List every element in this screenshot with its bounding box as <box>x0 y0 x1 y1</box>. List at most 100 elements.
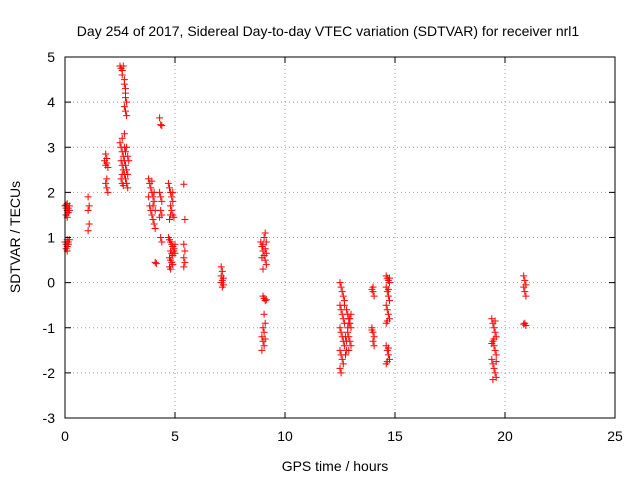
y-tick-label: -3 <box>43 410 56 426</box>
data-point <box>340 342 348 350</box>
data-point <box>338 288 346 296</box>
data-point <box>119 182 127 190</box>
data-point <box>337 328 345 336</box>
data-point <box>369 283 377 291</box>
data-point <box>260 342 268 350</box>
data-point <box>347 310 355 318</box>
data-point <box>62 201 70 209</box>
data-point <box>102 179 110 187</box>
data-point <box>149 215 157 223</box>
data-point <box>150 220 158 228</box>
x-tick-label: 5 <box>171 428 179 444</box>
data-point <box>180 254 188 262</box>
data-point <box>157 193 165 201</box>
data-points <box>61 62 530 384</box>
data-point <box>84 206 92 214</box>
data-point <box>383 358 391 366</box>
data-point <box>118 134 126 142</box>
data-point <box>145 193 153 201</box>
data-point <box>370 292 378 300</box>
data-point <box>180 240 188 248</box>
data-point <box>167 202 175 210</box>
data-point <box>168 193 176 201</box>
y-tick-label: 1 <box>47 230 55 246</box>
data-point <box>261 229 269 237</box>
data-point <box>171 240 179 248</box>
data-point <box>157 206 165 214</box>
data-point <box>488 340 496 348</box>
data-point <box>157 234 165 241</box>
data-point <box>344 324 352 332</box>
data-point <box>122 148 129 156</box>
y-tick-label: 4 <box>47 94 55 110</box>
data-point <box>169 197 177 205</box>
data-point <box>156 114 164 122</box>
data-point <box>386 297 393 305</box>
data-point <box>122 107 129 115</box>
data-point <box>104 164 112 172</box>
data-point <box>260 310 268 318</box>
data-point <box>491 328 499 336</box>
data-point <box>102 150 110 158</box>
data-point <box>104 188 112 196</box>
data-point <box>64 240 72 248</box>
data-point <box>259 265 267 273</box>
data-point <box>158 238 166 246</box>
data-point <box>370 333 378 341</box>
data-point <box>384 285 392 293</box>
data-point <box>218 283 226 291</box>
data-point <box>345 346 353 354</box>
data-point <box>158 122 166 130</box>
data-point <box>151 224 159 232</box>
data-point <box>181 258 189 266</box>
data-point <box>337 283 345 291</box>
data-point <box>124 152 132 160</box>
data-point <box>491 317 499 325</box>
data-point <box>338 355 346 363</box>
data-point <box>120 103 128 111</box>
x-tick-label: 20 <box>497 428 513 444</box>
y-tick-label: 3 <box>47 139 55 155</box>
data-point <box>258 346 266 354</box>
data-point <box>124 184 132 192</box>
chart-title: Day 254 of 2017, Sidereal Day-to-day VTE… <box>77 23 580 39</box>
data-point <box>125 157 133 165</box>
data-point <box>384 351 392 359</box>
data-point <box>117 157 125 165</box>
data-point <box>85 220 93 228</box>
data-point <box>382 301 390 309</box>
data-point <box>520 272 528 280</box>
data-point <box>147 184 155 192</box>
data-point <box>218 267 226 275</box>
data-point <box>116 139 124 147</box>
data-point <box>103 184 111 192</box>
data-point <box>520 320 528 328</box>
data-point <box>260 234 268 241</box>
y-tick-label: 2 <box>47 184 55 200</box>
data-point <box>180 180 188 188</box>
data-point <box>262 296 270 304</box>
data-point <box>342 333 349 341</box>
data-point <box>181 247 189 255</box>
data-point <box>345 319 353 327</box>
data-point <box>164 179 172 187</box>
data-point <box>166 184 173 192</box>
data-point <box>383 306 391 314</box>
data-point <box>262 249 270 257</box>
data-point <box>167 265 175 273</box>
data-point <box>180 263 188 271</box>
data-point <box>217 263 225 271</box>
x-tick-label: 15 <box>387 428 403 444</box>
data-point <box>148 177 156 185</box>
data-point <box>151 258 159 266</box>
x-tick-label: 0 <box>61 428 69 444</box>
data-point <box>491 369 499 377</box>
data-point <box>84 193 92 201</box>
data-point <box>339 360 347 368</box>
data-point <box>384 344 392 352</box>
data-point <box>491 346 499 354</box>
data-point <box>521 288 529 296</box>
data-point <box>157 121 165 129</box>
data-point <box>123 112 131 120</box>
